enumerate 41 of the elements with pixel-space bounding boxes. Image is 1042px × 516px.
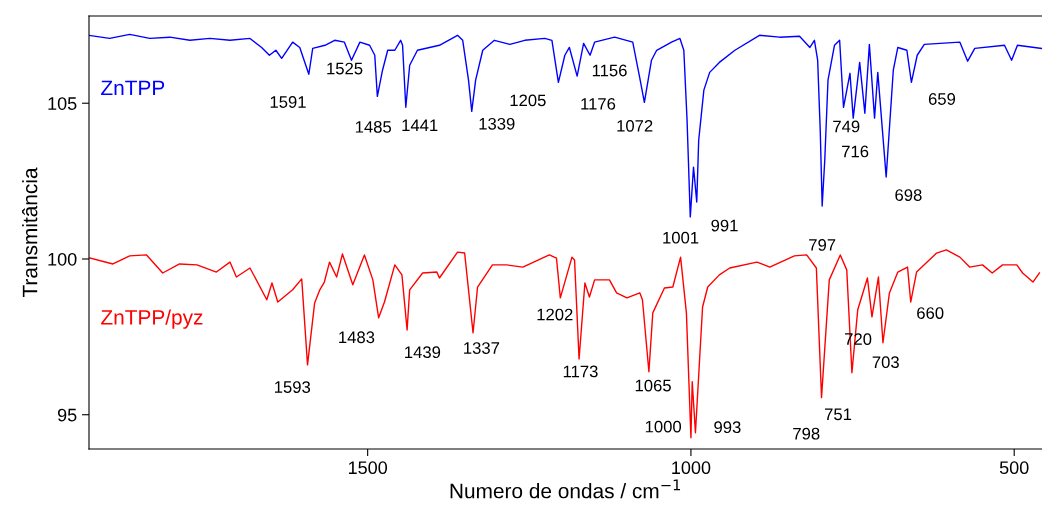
annotation: 659 bbox=[928, 93, 956, 105]
annotation: 1593 bbox=[274, 381, 311, 393]
y-tick-label: 105 bbox=[48, 97, 77, 110]
x-tick-label: 500 bbox=[999, 461, 1029, 475]
annotation: 703 bbox=[872, 356, 899, 369]
annotation: 798 bbox=[793, 427, 820, 440]
x-axis-title: Numero de ondas / cm$^{−1}$ bbox=[450, 479, 681, 499]
annotation: 1065 bbox=[635, 379, 671, 392]
line-series bbox=[89, 33, 1042, 218]
annotation: 660 bbox=[917, 307, 944, 319]
annotation: 751 bbox=[824, 408, 852, 421]
x-tick-label: 1000 bbox=[672, 461, 711, 475]
annotation: 1337 bbox=[464, 342, 500, 354]
line-series bbox=[89, 249, 1041, 439]
annotation: 716 bbox=[842, 145, 869, 158]
annotation: 1483 bbox=[339, 331, 375, 344]
annotation: 1485 bbox=[355, 120, 392, 133]
annotation: 991 bbox=[711, 219, 738, 232]
y-tick-label: 100 bbox=[48, 252, 77, 266]
annotation: 1205 bbox=[510, 94, 546, 107]
x-tick-label: 1500 bbox=[348, 461, 388, 475]
text: ZnTPP bbox=[101, 80, 165, 95]
annotation: 1441 bbox=[402, 119, 438, 132]
annotation: 1202 bbox=[537, 308, 573, 321]
annotation: 1176 bbox=[581, 97, 616, 110]
annotation: 1173 bbox=[563, 365, 598, 378]
annotation: 1072 bbox=[617, 119, 653, 132]
annotation: 1156 bbox=[592, 64, 627, 77]
annotation: 1000 bbox=[645, 420, 682, 433]
y-axis-title: Transmitância bbox=[22, 167, 38, 298]
y-tick-label: 95 bbox=[57, 408, 77, 422]
annotation: 1525 bbox=[327, 62, 363, 75]
annotation: 1339 bbox=[479, 117, 515, 130]
annotation: 1001 bbox=[663, 231, 699, 244]
annotation: 1439 bbox=[405, 346, 441, 359]
annotation: 749 bbox=[833, 120, 860, 133]
annotation: 797 bbox=[809, 238, 836, 251]
series-label: ZnTPP/pyz bbox=[101, 309, 203, 329]
annotation: 993 bbox=[714, 421, 741, 434]
annotation: 1591 bbox=[270, 96, 306, 108]
annotation: 698 bbox=[895, 189, 922, 201]
